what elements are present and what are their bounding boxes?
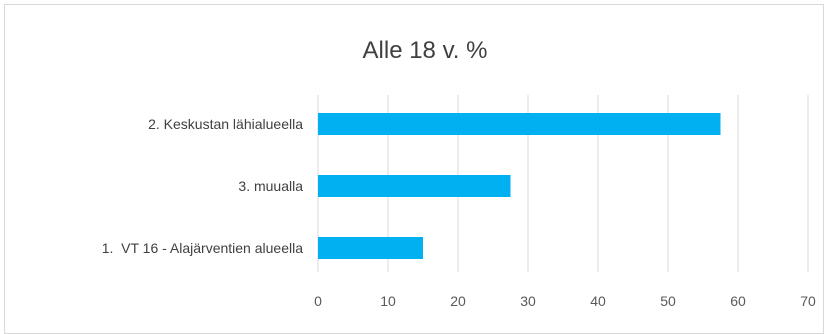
x-tick-label: 70 [800,293,816,309]
x-tick-label: 50 [660,293,676,309]
category-labels: 2. Keskustan lähialueella 3. muualla 1. VT… [102,116,304,256]
bar [318,113,721,135]
bar-chart: 2. Keskustan lähialueella 3. muualla 1. VT… [102,37,816,309]
x-tick-label: 20 [450,293,466,309]
x-tick-label: 60 [730,293,746,309]
bar [318,175,511,197]
x-tick-labels: 0 10 20 30 40 50 60 70 [314,293,816,309]
category-label: 1. VT 16 - Alajärventien alueella [102,240,304,256]
bars [318,113,721,259]
x-tick-label: 10 [380,293,396,309]
x-tick-label: 0 [314,293,322,309]
category-label: 3. muualla [238,178,303,194]
bar [318,237,423,259]
chart-frame [4,4,824,334]
x-tick-label: 40 [590,293,606,309]
category-label: 2. Keskustan lähialueella [148,116,303,132]
x-tick-label: 30 [520,293,536,309]
chart-title: Alle 18 v. % [363,37,488,64]
